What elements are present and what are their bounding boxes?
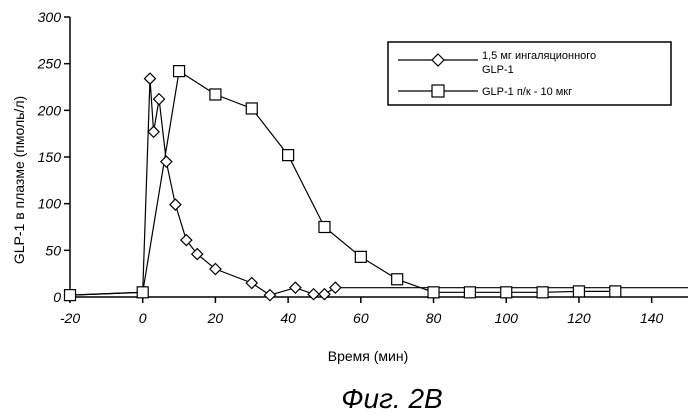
data-point-square [464, 287, 475, 298]
data-point-square [610, 286, 621, 297]
data-point-diamond [161, 156, 172, 167]
data-point-square [501, 287, 512, 298]
data-point-square [537, 287, 548, 298]
data-point-diamond [264, 290, 275, 301]
y-tick-label: 50 [45, 242, 61, 258]
y-tick-label: 300 [38, 9, 62, 25]
y-tick-label: 250 [37, 56, 62, 72]
data-point-diamond [181, 235, 192, 246]
series-line-0 [70, 79, 335, 296]
x-tick-label: 120 [567, 310, 591, 326]
x-tick-label: 60 [353, 310, 369, 326]
y-tick-label: 150 [38, 149, 62, 165]
data-point-diamond [330, 282, 341, 293]
data-point-square [210, 89, 221, 100]
x-tick-label: 40 [280, 310, 296, 326]
x-axis-label: Время (мин) [328, 348, 409, 364]
legend-marker-square [432, 85, 444, 97]
data-point-diamond [144, 73, 155, 84]
figure-caption: Фиг. 2В [341, 383, 442, 414]
y-tick-label: 200 [37, 102, 62, 118]
data-point-diamond [154, 94, 165, 105]
x-tick-label: 80 [426, 310, 442, 326]
data-point-square [174, 66, 185, 77]
data-point-square [319, 222, 330, 233]
y-tick-label: 100 [38, 196, 62, 212]
data-point-square [137, 287, 148, 298]
legend: 1,5 мг ингаляционного GLP-1 GLP-1 п/к - … [388, 42, 671, 105]
data-point-square [283, 150, 294, 161]
data-point-square [65, 290, 76, 301]
data-point-diamond [319, 289, 330, 300]
data-point-diamond [290, 282, 301, 293]
legend-label-inhaled-line2: GLP-1 [482, 64, 514, 76]
x-tick-label: -20 [60, 310, 80, 326]
x-tick-label: 140 [640, 310, 664, 326]
data-point-square [246, 103, 257, 114]
y-tick-label: 0 [53, 289, 61, 305]
data-point-square [392, 274, 403, 285]
legend-label-sc: GLP-1 п/к - 10 мкг [482, 86, 572, 98]
data-point-diamond [308, 289, 319, 300]
x-tick-label: 100 [495, 310, 519, 326]
data-point-square [355, 251, 366, 262]
data-point-square [428, 287, 439, 298]
data-point-diamond [148, 126, 159, 137]
data-point-square [573, 286, 584, 297]
x-tick-label: 20 [207, 310, 224, 326]
y-axis-label: GLP-1 в плазме (пмоль/л) [11, 96, 27, 264]
data-point-diamond [246, 278, 257, 289]
x-tick-label: 0 [139, 310, 147, 326]
data-point-diamond [170, 199, 181, 210]
legend-label-inhaled-line1: 1,5 мг ингаляционного [482, 50, 596, 62]
